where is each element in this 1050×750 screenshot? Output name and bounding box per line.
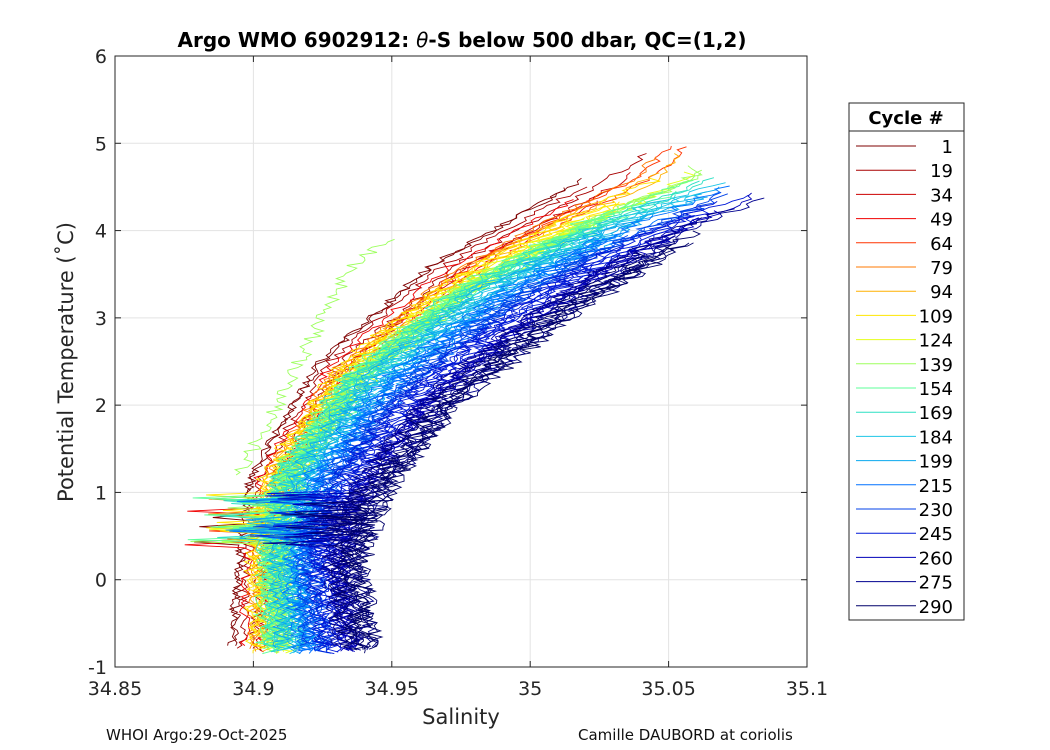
legend-label-275: 275 [919,573,953,594]
legend-label-184: 184 [919,427,953,448]
axis-ticks: 34.85 34.9 34.95 35 35.05 35.1 -1 0 1 2 3 4 5 6 [88,46,828,700]
y-tick-label: 3 [95,308,107,330]
legend-label-230: 230 [919,500,953,521]
profile-line-cycle-245 [306,210,701,655]
legend-label-1: 1 [942,137,953,158]
x-tick-label: 34.85 [88,678,142,700]
profile-line-cycle-199 [239,229,601,649]
legend-label-215: 215 [919,476,953,497]
y-tick-label: 5 [95,133,107,155]
legend-label-19: 19 [930,161,953,182]
profile-line-cycle-290 [306,242,694,650]
legend: Cycle # 11934496479941091241391541691841… [848,102,965,621]
profile-line-cycle-49 [184,199,574,646]
legend-label-199: 199 [919,452,953,473]
chart-title-suffix: -S below 500 dbar, QC=(1,2) [428,28,746,52]
profile-line-cycle-290 [285,252,647,651]
profile-line-cycle-169 [220,228,581,648]
legend-label-34: 34 [930,185,953,206]
legend-label-124: 124 [919,331,953,352]
chart-title-prefix: Argo WMO 6902912: [178,28,417,52]
legend-label-169: 169 [919,403,953,424]
legend-title: Cycle # [868,108,943,129]
legend-box [848,102,965,621]
x-tick-label: 34.95 [365,678,419,700]
footer-author: Camille DAUBORD at coriolis [578,726,793,744]
x-axis-label: Salinity [422,705,500,729]
x-tick-label: 35.05 [641,678,695,700]
footer-source-date: WHOI Argo:29-Oct-2025 [106,726,288,744]
profile-lines [184,145,765,655]
chart-title-theta: θ [416,28,428,52]
x-tick-label: 35.1 [786,678,828,700]
profile-line-cycle-184 [246,199,671,653]
legend-items: 1 19 34 49 64 79 94 109 124 139 154 169 184 199 215 230… [856,137,953,618]
profile-line-cycle-275 [284,237,679,651]
legend-label-290: 290 [919,597,953,618]
legend-label-245: 245 [919,524,953,545]
legend-label-260: 260 [919,548,953,569]
profile-line-cycle-199 [279,218,638,647]
profile-line-cycle-1 [194,187,566,646]
legend-label-109: 109 [919,306,953,327]
profile-line-cycle-169 [262,177,715,652]
profile-line-outlier [233,238,395,476]
profile-line-cycle-290 [335,263,634,647]
profile-line-cycle-1 [227,177,582,646]
legend-label-64: 64 [930,234,953,255]
profile-line-cycle-275 [321,208,735,647]
y-tick-label: 0 [95,570,107,592]
y-tick-label: 1 [95,482,107,504]
chart-title: Argo WMO 6902912: θ-S below 500 dbar, QC… [178,28,747,52]
legend-label-79: 79 [930,258,953,279]
profile-line-cycle-215 [281,237,595,654]
profile-line-cycle-275 [318,217,703,646]
y-tick-label: 4 [95,221,107,243]
legend-label-154: 154 [919,379,953,400]
x-tick-label: 35 [518,678,542,700]
x-tick-label: 34.9 [232,678,274,700]
y-axis-label: Potential Temperature (˚C) [54,222,78,502]
legend-label-94: 94 [930,282,953,303]
plot-frame [114,55,808,668]
legend-label-49: 49 [930,210,953,231]
y-tick-label: 6 [95,46,107,68]
legend-label-139: 139 [919,355,953,376]
y-tick-label: -1 [88,657,107,679]
profile-line-cycle-245 [304,201,718,651]
profile-line-cycle-290 [303,249,667,648]
y-tick-label: 2 [95,395,107,417]
